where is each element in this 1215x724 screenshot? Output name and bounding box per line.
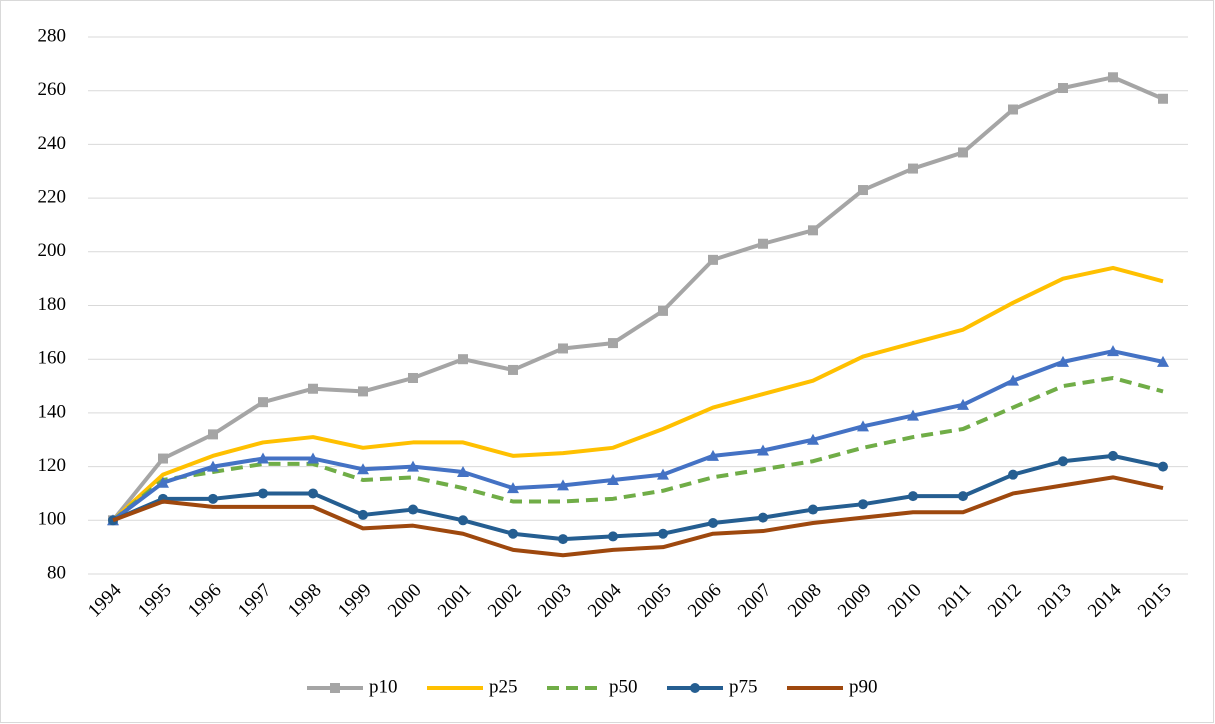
marker bbox=[1107, 345, 1119, 357]
marker bbox=[1008, 469, 1018, 480]
marker bbox=[708, 254, 718, 265]
marker bbox=[758, 238, 768, 249]
marker bbox=[1157, 355, 1169, 367]
legend-label: p90 bbox=[849, 676, 878, 697]
marker bbox=[458, 354, 468, 365]
series bbox=[112, 475, 1164, 558]
y-tick-label: 120 bbox=[38, 455, 67, 476]
marker bbox=[858, 499, 868, 510]
y-tick-label: 160 bbox=[38, 348, 67, 369]
marker bbox=[757, 444, 769, 456]
series bbox=[108, 72, 1168, 526]
marker bbox=[507, 482, 519, 494]
marker bbox=[1057, 355, 1069, 367]
legend-label: p75 bbox=[729, 676, 758, 697]
marker bbox=[258, 397, 268, 408]
line bbox=[111, 75, 1164, 522]
marker bbox=[907, 409, 919, 421]
y-tick-label: 260 bbox=[38, 79, 67, 100]
marker bbox=[357, 463, 369, 475]
y-tick-label: 220 bbox=[38, 186, 67, 207]
marker bbox=[458, 515, 468, 526]
marker bbox=[658, 305, 668, 316]
marker bbox=[908, 163, 918, 174]
marker bbox=[1158, 461, 1168, 472]
marker bbox=[608, 531, 618, 542]
marker bbox=[857, 420, 869, 432]
marker bbox=[607, 474, 619, 486]
series bbox=[108, 450, 1168, 545]
marker bbox=[558, 534, 568, 545]
y-tick-label: 80 bbox=[47, 562, 66, 583]
marker bbox=[330, 683, 340, 693]
marker bbox=[1058, 83, 1068, 94]
marker bbox=[1008, 104, 1018, 115]
marker bbox=[1007, 374, 1019, 386]
legend-label: p25 bbox=[489, 676, 518, 697]
marker bbox=[358, 509, 368, 520]
marker bbox=[158, 453, 168, 464]
y-tick-label: 140 bbox=[38, 401, 67, 422]
line bbox=[111, 349, 1164, 522]
marker bbox=[208, 493, 218, 504]
legend-label: p10 bbox=[369, 676, 398, 697]
marker bbox=[258, 488, 268, 499]
marker bbox=[457, 465, 469, 477]
marker bbox=[690, 683, 700, 693]
marker bbox=[1108, 450, 1118, 461]
marker bbox=[707, 449, 719, 461]
marker bbox=[257, 452, 269, 464]
marker bbox=[608, 338, 618, 349]
legend-label: p50 bbox=[609, 676, 638, 697]
marker bbox=[957, 398, 969, 410]
line bbox=[111, 375, 1164, 522]
marker bbox=[558, 343, 568, 354]
marker bbox=[908, 491, 918, 502]
marker bbox=[557, 479, 569, 491]
y-tick-label: 240 bbox=[38, 133, 67, 154]
marker bbox=[307, 452, 319, 464]
marker bbox=[207, 460, 219, 472]
marker bbox=[308, 383, 318, 394]
marker bbox=[958, 147, 968, 158]
marker bbox=[408, 372, 418, 383]
marker bbox=[208, 429, 218, 440]
marker bbox=[808, 504, 818, 515]
marker bbox=[708, 517, 718, 528]
y-tick-label: 180 bbox=[38, 294, 67, 315]
series bbox=[111, 375, 1164, 522]
marker bbox=[508, 528, 518, 539]
marker bbox=[408, 504, 418, 515]
marker bbox=[1158, 93, 1168, 104]
marker bbox=[157, 476, 169, 488]
marker bbox=[657, 468, 669, 480]
marker bbox=[308, 488, 318, 499]
y-tick-label: 100 bbox=[38, 509, 67, 530]
line bbox=[111, 265, 1164, 522]
series bbox=[107, 345, 1169, 526]
marker bbox=[358, 386, 368, 397]
marker bbox=[508, 364, 518, 375]
y-tick-label: 280 bbox=[38, 25, 67, 46]
marker bbox=[758, 512, 768, 523]
marker bbox=[407, 460, 419, 472]
y-tick-label: 200 bbox=[38, 240, 67, 261]
marker bbox=[1058, 456, 1068, 467]
line bbox=[112, 453, 1164, 542]
marker bbox=[1108, 72, 1118, 83]
marker bbox=[658, 528, 668, 539]
marker bbox=[808, 225, 818, 236]
line bbox=[112, 475, 1164, 558]
marker bbox=[807, 433, 819, 445]
marker bbox=[858, 185, 868, 196]
series bbox=[111, 265, 1164, 522]
marker bbox=[958, 491, 968, 502]
